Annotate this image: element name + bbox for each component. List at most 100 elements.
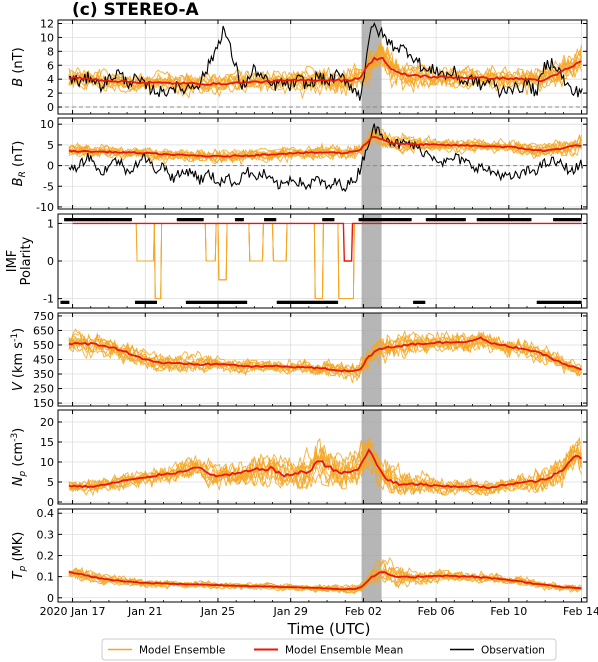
- observation-polarity-point: [567, 300, 571, 304]
- observation-polarity-point: [85, 218, 88, 222]
- observation-polarity-point: [306, 300, 309, 304]
- observation-polarity-point: [75, 218, 78, 222]
- observation-polarity-point: [566, 218, 569, 222]
- observation-polarity-point: [389, 218, 393, 222]
- observation-polarity-point: [113, 218, 116, 222]
- observation-polarity-point: [413, 300, 416, 304]
- observation-polarity-point: [231, 300, 235, 304]
- y-axis-label: V (km s-1): [10, 328, 26, 391]
- y-axis-label-unit-close: ): [11, 328, 26, 333]
- observation-polarity-point: [376, 218, 379, 222]
- observation-polarity-point: [124, 218, 128, 222]
- y-axis-label-line: IMF: [5, 250, 20, 273]
- y-tick-label: 1: [47, 217, 54, 230]
- observation-polarity-point: [574, 218, 577, 222]
- ensemble-member-line: [68, 52, 582, 93]
- observation-polarity-point: [78, 218, 82, 222]
- y-tick-label: 0: [47, 101, 54, 114]
- observation-polarity-point: [504, 218, 507, 222]
- observation-polarity-point: [273, 218, 277, 222]
- observation-polarity-point: [65, 300, 68, 304]
- observation-polarity-point: [515, 218, 519, 222]
- y-axis-label-subscript: p: [18, 471, 28, 478]
- y-axis-label-superscript: -3: [10, 433, 20, 442]
- y-tick-label: 4: [47, 73, 54, 86]
- ensemble-member-line: [68, 333, 582, 379]
- observation-polarity-point: [322, 218, 325, 222]
- observation-polarity-point: [327, 218, 330, 222]
- ensemble-member-line: [68, 437, 582, 496]
- observation-polarity-point: [571, 218, 574, 222]
- observation-polarity-point: [122, 218, 126, 222]
- observation-polarity-point: [546, 300, 549, 304]
- y-tick-label: 5: [47, 139, 54, 152]
- panel-frame: [57, 19, 588, 115]
- observation-polarity-point: [556, 300, 559, 304]
- observation-polarity-point: [512, 218, 516, 222]
- observation-polarity-point: [243, 300, 246, 304]
- ensemble-mean-line: [68, 56, 582, 86]
- observation-polarity-point: [368, 218, 371, 222]
- observation-polarity-point: [488, 218, 491, 222]
- observation-polarity-point: [108, 218, 111, 222]
- observation-polarity-point: [226, 300, 230, 304]
- x-axis-label: Time (UTC): [287, 620, 371, 638]
- observation-polarity-point: [557, 300, 561, 304]
- observation-polarity-point: [241, 300, 244, 304]
- mean-polarity-line: [72, 222, 582, 262]
- observation-polarity-point: [293, 300, 296, 304]
- observation-polarity-point: [283, 300, 286, 304]
- observation-polarity-point: [397, 218, 401, 222]
- y-tick-label: 0: [47, 255, 54, 268]
- observation-polarity-point: [116, 218, 119, 222]
- observation-polarity-point: [183, 218, 186, 222]
- observation-polarity-point: [146, 300, 149, 304]
- observation-polarity-point: [577, 300, 581, 304]
- observation-polarity-point: [73, 218, 77, 222]
- observation-polarity-point: [138, 300, 141, 304]
- observation-polarity-point: [371, 218, 375, 222]
- observation-polarity-point: [234, 218, 238, 222]
- observation-polarity-point: [230, 300, 233, 304]
- observation-polarity-point: [323, 218, 327, 222]
- observation-polarity-point: [280, 300, 283, 304]
- observation-polarity-point: [522, 218, 525, 222]
- observation-polarity-point: [144, 300, 148, 304]
- observation-polarity-point: [564, 218, 567, 222]
- observation-polarity-point: [68, 218, 72, 222]
- y-axis-label-symbol: B: [11, 78, 26, 87]
- observation-polarity-point: [455, 218, 458, 222]
- observation-polarity-point: [198, 218, 201, 222]
- observation-polarity-point: [575, 300, 579, 304]
- observation-polarity-point: [544, 300, 548, 304]
- x-tick-label: 2020 Jan 17: [40, 605, 106, 618]
- observation-polarity-point: [228, 300, 231, 304]
- observation-polarity-point: [448, 218, 452, 222]
- observation-polarity-point: [543, 300, 546, 304]
- observation-polarity-point: [197, 300, 200, 304]
- observation-polarity-point: [452, 218, 455, 222]
- ensemble-polarity-line: [58, 222, 587, 300]
- observation-polarity-point: [265, 218, 269, 222]
- observation-polarity-point: [88, 218, 92, 222]
- observation-polarity-point: [509, 218, 512, 222]
- y-tick-label: 0.2: [37, 550, 55, 563]
- observation-polarity-point: [419, 300, 423, 304]
- observation-polarity-point: [136, 300, 140, 304]
- observation-polarity-point: [191, 218, 194, 222]
- observation-polarity-point: [559, 218, 563, 222]
- observation-polarity-point: [134, 300, 138, 304]
- observation-polarity-point: [358, 218, 361, 222]
- observation-polarity-point: [406, 218, 409, 222]
- observation-polarity-point: [218, 300, 221, 304]
- ensemble-mean-line: [68, 571, 582, 591]
- observation-polarity-point: [322, 300, 325, 304]
- y-tick-label: 8: [47, 45, 54, 58]
- observation-polarity-point: [332, 300, 335, 304]
- observation-polarity-point: [538, 300, 541, 304]
- observation-polarity-point: [221, 300, 225, 304]
- observation-polarity-point: [575, 218, 579, 222]
- observation-polarity-point: [445, 218, 448, 222]
- y-axis-label-unit: (km s: [11, 342, 26, 383]
